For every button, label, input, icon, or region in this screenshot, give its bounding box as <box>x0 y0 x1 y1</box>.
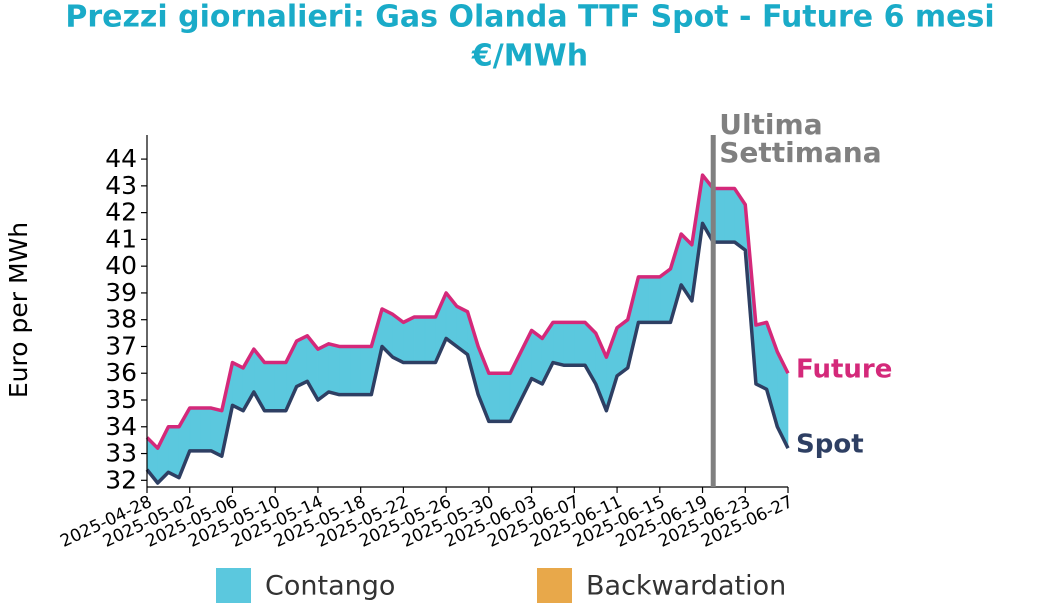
spread-area <box>648 276 661 323</box>
spread-area <box>413 316 426 363</box>
y-tick-label: 44 <box>105 144 137 173</box>
series-line <box>145 221 790 485</box>
spread-area <box>296 335 308 388</box>
series-line <box>145 173 790 450</box>
spread-area <box>168 426 180 479</box>
legend-swatch <box>537 568 572 603</box>
annotation-label: Ultima <box>719 108 822 141</box>
spread-area <box>638 276 650 323</box>
spread-area <box>264 362 276 412</box>
spread-area <box>210 407 223 457</box>
y-tick-label: 35 <box>105 385 137 414</box>
spread-area <box>200 407 212 452</box>
chart-title: Prezzi giornalieri: Gas Olanda TTF Spot … <box>65 0 994 35</box>
spread-area <box>403 316 415 363</box>
y-tick-label: 36 <box>105 358 137 387</box>
legend-label: Backwardation <box>586 571 786 602</box>
spread-area <box>552 322 564 366</box>
y-tick-label: 40 <box>105 251 137 280</box>
y-tick-label: 32 <box>105 465 137 494</box>
y-tick-label: 42 <box>105 198 137 227</box>
y-tick-label: 37 <box>105 331 137 360</box>
spread-area <box>189 407 201 452</box>
spread-area <box>574 322 586 366</box>
annotation-label: Settimana <box>719 136 881 169</box>
y-tick-label: 33 <box>105 439 137 468</box>
y-tick-label: 39 <box>105 278 137 307</box>
series-end-label: Future <box>796 355 892 385</box>
spread-area <box>232 362 244 412</box>
spread-area <box>723 188 735 243</box>
y-tick-label: 41 <box>105 224 137 253</box>
spread-area <box>328 343 340 396</box>
spread-area <box>424 316 436 363</box>
y-tick-label: 34 <box>105 412 137 441</box>
series-end-label: Spot <box>796 430 864 460</box>
y-tick-label: 43 <box>105 171 137 200</box>
spread-area <box>360 346 372 395</box>
y-tick-label: 38 <box>105 305 137 334</box>
spread-area <box>755 321 767 390</box>
spread-area <box>349 346 361 395</box>
legend-label: Contango <box>265 571 395 602</box>
spread-area <box>274 362 287 412</box>
chart-subtitle: €/MWh <box>471 39 588 74</box>
legend-swatch <box>216 568 251 603</box>
spread-area <box>499 372 511 422</box>
spread-area <box>563 322 575 366</box>
spread-area <box>338 346 351 395</box>
spread-area <box>488 372 500 422</box>
y-axis-label: Euro per MWh <box>4 222 33 398</box>
